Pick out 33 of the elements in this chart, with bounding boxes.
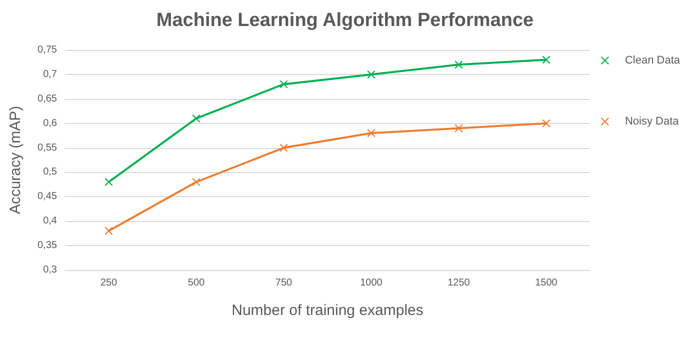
- point: [192, 114, 200, 122]
- legend-label: Noisy Data: [624, 116, 680, 128]
- x-tick-label: 1000: [360, 278, 383, 288]
- point: [454, 124, 463, 132]
- point: [280, 80, 288, 88]
- y-tick-label: 0,7: [43, 68, 58, 80]
- legend-label: Clean Data: [624, 54, 681, 66]
- x-tick-label: 750: [275, 278, 293, 288]
- x-tick-label: 500: [188, 278, 206, 288]
- point: [280, 144, 288, 152]
- point: [104, 178, 113, 186]
- point: [367, 129, 376, 138]
- x-axis-title: Number of training examples: [232, 302, 424, 319]
- y-tick-label: 0,3: [43, 264, 58, 276]
- x-tick-label: 1500: [535, 278, 558, 288]
- chart-title: Machine Learning Algorithm Performance: [156, 10, 534, 31]
- y-tick-label: 0,6: [43, 118, 58, 129]
- point: [542, 56, 550, 64]
- point: [192, 178, 200, 186]
- point: [542, 119, 550, 128]
- x-tick-label: 1250: [448, 278, 470, 288]
- point: [367, 70, 376, 78]
- y-tick-label: 0,4: [43, 216, 58, 227]
- x-tick-label: 250: [100, 278, 118, 288]
- y-tick-label: 0,75: [38, 44, 58, 56]
- y-tick-label: 0,45: [38, 191, 58, 202]
- point: [104, 226, 113, 235]
- y-tick-label: 0,35: [38, 240, 58, 252]
- y-axis-title: Accuracy (mAP): [7, 106, 24, 214]
- y-tick-label: 0,65: [38, 93, 58, 104]
- y-tick-label: 0,5: [43, 166, 58, 178]
- point: [454, 60, 463, 69]
- y-tick-label: 0,55: [38, 142, 58, 154]
